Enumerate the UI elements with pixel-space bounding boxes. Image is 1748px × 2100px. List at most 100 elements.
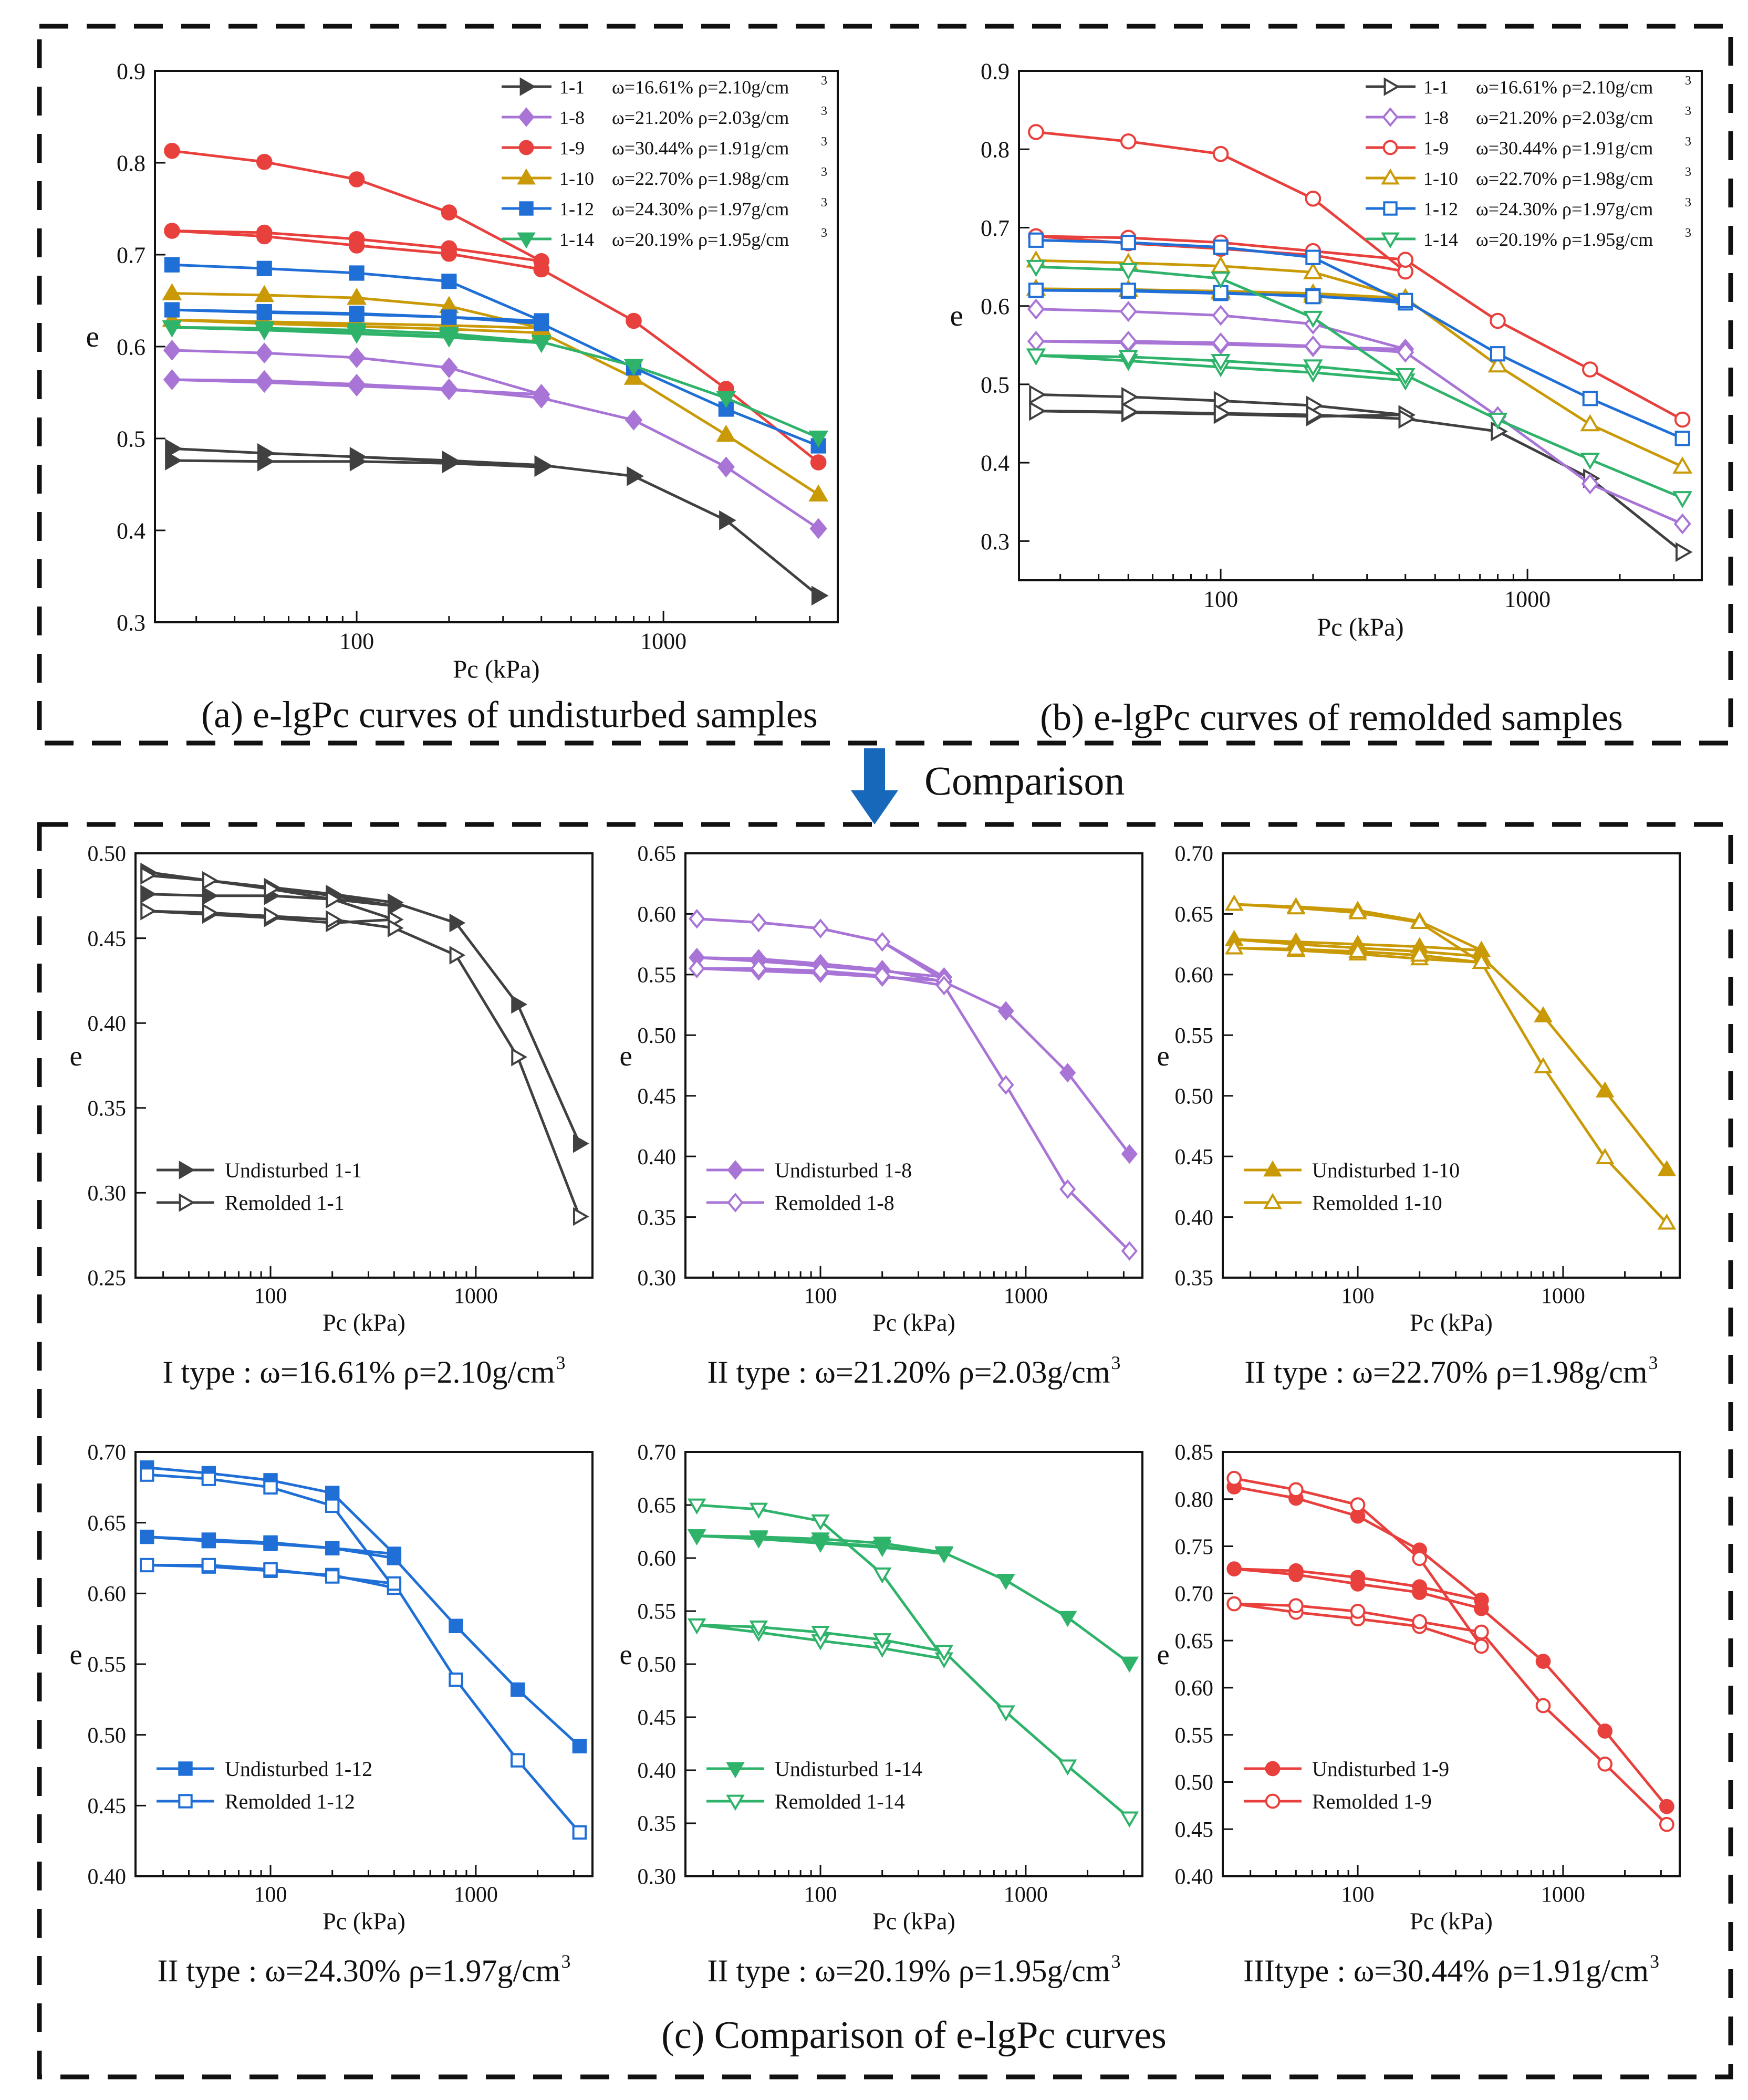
- legend-label-1-1: 1-1: [559, 77, 585, 98]
- data-point-1-12: [1028, 232, 1044, 248]
- data-point-1-14-undisturbed: [872, 1537, 892, 1553]
- legend-label-1-10: 1-10: [1423, 168, 1458, 189]
- legend-marker-1-12: [1383, 201, 1398, 216]
- data-point-1-1: [1398, 409, 1416, 429]
- comparison-label: Comparison: [924, 758, 1125, 803]
- y-tick-label: 0.45: [88, 927, 127, 951]
- data-point-1-9-remolded: [1659, 1816, 1674, 1832]
- y-tick-label: 0.60: [1175, 1677, 1214, 1701]
- data-point-1-9-remolded: [1412, 1551, 1428, 1566]
- y-tick-label: 0.55: [638, 1600, 677, 1624]
- data-point-1-8: [1304, 335, 1322, 357]
- data-point-1-1: [1675, 542, 1693, 562]
- data-point-1-8-undisturbed: [997, 1001, 1014, 1021]
- data-point-1-9: [1212, 145, 1229, 162]
- panel-b-caption: (b) e-lgPc curves of remolded samples: [1040, 696, 1623, 738]
- legend-marker-1-1: [519, 77, 536, 96]
- data-point-1-14: [1026, 259, 1046, 277]
- y-axis-title: e: [619, 1040, 632, 1072]
- data-point-1-14: [1303, 359, 1323, 377]
- y-tick-label: 0.35: [638, 1206, 677, 1230]
- data-point-1-10-remolded: [1657, 1213, 1677, 1230]
- y-tick-label: 0.60: [1175, 964, 1214, 988]
- data-point-1-8-remolded: [1059, 1179, 1076, 1199]
- legend-label-1-14: 1-14: [1423, 229, 1458, 250]
- data-point-1-12: [349, 306, 365, 321]
- legend-label-1-9: 1-9: [559, 138, 585, 159]
- x-axis-title: Pc (kPa): [1410, 1309, 1493, 1336]
- y-tick-label: 0.6: [981, 294, 1010, 319]
- legend-marker-1-8: [518, 107, 535, 127]
- y-tick-label: 0.45: [1175, 1818, 1214, 1842]
- data-point-1-12: [164, 257, 180, 273]
- data-point-1-14-remolded: [811, 1514, 830, 1531]
- y-tick-label: 0.70: [1175, 842, 1214, 866]
- data-point-1-14: [1026, 348, 1046, 366]
- data-point-1-9-undisturbed: [1412, 1585, 1428, 1600]
- data-point-1-14-undisturbed: [1120, 1656, 1139, 1673]
- legend-marker-1-10: [1381, 168, 1400, 185]
- y-axis-title: e: [1157, 1638, 1169, 1670]
- series-line-1-12: [1036, 238, 1683, 440]
- data-point-1-14-undisturbed: [749, 1530, 768, 1547]
- plot-area-b: [1018, 70, 1703, 581]
- y-tick-label: 0.30: [638, 1267, 677, 1291]
- legend-marker: [179, 1161, 195, 1179]
- data-point-1-8-remolded: [997, 1075, 1014, 1095]
- data-point-1-9-undisturbed: [1350, 1576, 1366, 1592]
- y-tick-label: 0.30: [88, 1182, 127, 1206]
- series-line-1-12-undisturbed: [147, 1466, 581, 1748]
- charts-layer: 100 1000 0.3 0.4 0.5 0.6 0.7 0.8 0.9 Pc (kPa) e 1-1…: [69, 58, 1703, 1988]
- legend-label-1-14: 1-14: [559, 229, 594, 250]
- x-axis-title: Pc (kPa): [453, 656, 539, 684]
- data-point-1-8: [255, 370, 273, 391]
- legend-props-1-1: ω=16.61% ρ=2.10g/cm: [1476, 77, 1653, 98]
- legend-props-1-12: ω=24.30% ρ=1.97g/cm: [612, 198, 789, 220]
- chart-c6: 100 1000 0.40 0.45 0.50 0.55 0.60 0.65 0.70 0.75 0…: [1157, 1441, 1681, 1988]
- data-point-1-8-remolded: [750, 912, 767, 933]
- y-tick-label: 0.65: [88, 1511, 127, 1535]
- series-line-1-14: [172, 326, 819, 439]
- data-point-1-14-remolded: [687, 1498, 706, 1515]
- data-point-1-1: [1121, 402, 1139, 422]
- data-point-1-10: [1487, 355, 1508, 373]
- y-axis-title: e: [69, 1040, 82, 1072]
- data-point-1-14: [254, 321, 275, 339]
- data-point-1-9-undisturbed: [1288, 1567, 1304, 1582]
- data-point-1-1: [442, 451, 460, 471]
- y-axis-title: e: [69, 1638, 82, 1670]
- legend-sup-1-10: 3: [1685, 165, 1691, 179]
- data-point-1-8: [717, 456, 735, 478]
- data-point-1-9: [1582, 361, 1598, 378]
- comparison-arrow-icon: [851, 748, 898, 824]
- y-tick-label: 0.35: [638, 1812, 677, 1836]
- legend-label: Undisturbed 1-14: [775, 1757, 922, 1781]
- data-point-1-12-undisturbed: [140, 1529, 154, 1544]
- x-tick-label: 100: [1341, 1284, 1375, 1308]
- data-point-1-14: [808, 431, 829, 448]
- data-point-1-12-remolded: [263, 1562, 278, 1577]
- y-tick-label: 0.60: [88, 1582, 127, 1606]
- data-point-1-14: [1211, 353, 1231, 371]
- chart-a: 100 1000 0.3 0.4 0.5 0.6 0.7 0.8 0.9 Pc (kPa) e 1-1…: [86, 58, 839, 684]
- chart-c1: 100 1000 0.25 0.30 0.35 0.40 0.45 0.50 Pc (kPa) e…: [69, 842, 594, 1389]
- data-point-1-14: [531, 335, 552, 352]
- data-point-1-9: [1490, 312, 1506, 329]
- data-point-1-8-undisturbed: [1121, 1144, 1138, 1164]
- data-point-1-1: [1029, 384, 1046, 405]
- y-tick-label: 0.9: [981, 58, 1010, 84]
- legend-marker: [726, 1794, 745, 1811]
- data-point-1-9: [441, 204, 457, 221]
- type-caption: II type : ω=20.19% ρ=1.95g/cm: [707, 1953, 1110, 1988]
- legend-sup-1-1: 3: [821, 74, 827, 88]
- data-point-1-8-undisturbed: [1059, 1063, 1076, 1083]
- data-point-1-8: [1212, 332, 1230, 353]
- legend-props-1-14: ω=20.19% ρ=1.95g/cm: [612, 229, 789, 250]
- y-tick-label: 0.80: [1175, 1488, 1214, 1512]
- data-point-1-1-undisturbed: [140, 884, 157, 904]
- series-line-1-8: [1036, 308, 1683, 525]
- data-point-1-10: [1580, 414, 1600, 432]
- type-caption-sup: 3: [1650, 1951, 1659, 1972]
- data-point-1-8: [348, 373, 366, 395]
